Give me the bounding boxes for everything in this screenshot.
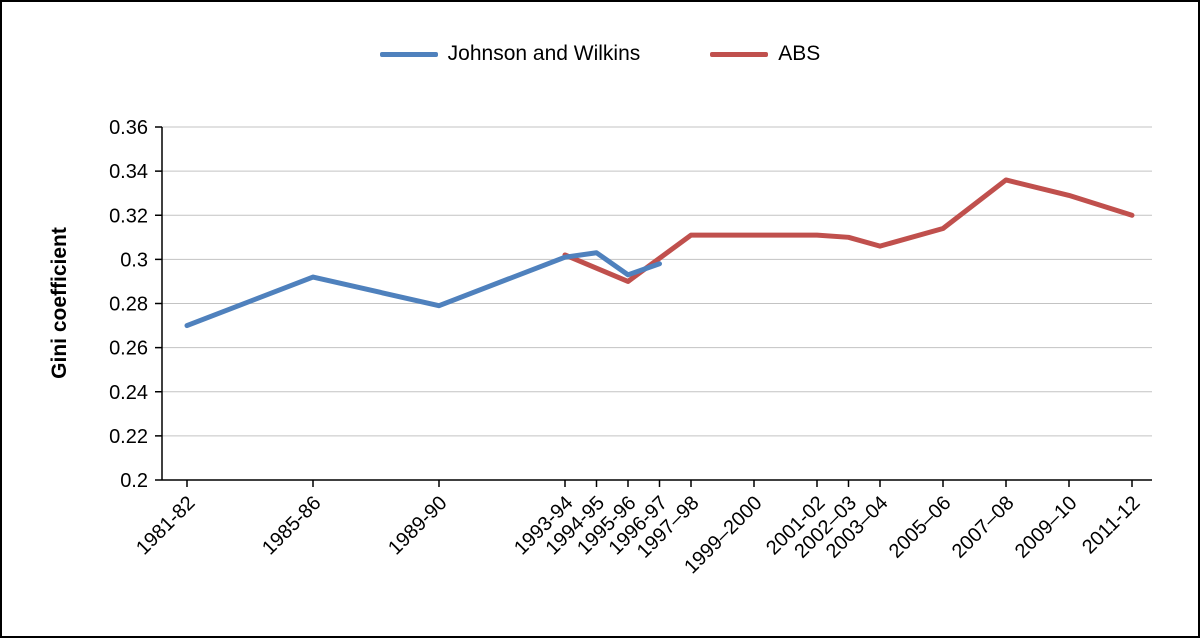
x-tick-label: 2007–08 — [948, 492, 1019, 563]
y-tick-label: 0.24 — [109, 382, 148, 404]
x-tick-label: 1985-86 — [258, 492, 325, 559]
legend-line-swatch-blue — [379, 51, 438, 57]
legend-label: ABS — [778, 42, 821, 65]
y-tick-label: 0.3 — [120, 249, 148, 271]
x-tick-label: 2009–10 — [1011, 492, 1082, 563]
legend-item-abs: ABS — [710, 42, 820, 66]
x-tick-label: 2011-12 — [1078, 492, 1144, 558]
y-tick-label: 0.32 — [109, 205, 148, 227]
x-tick-label: 2005–06 — [885, 492, 956, 563]
y-tick-label: 0.28 — [109, 294, 148, 316]
legend-line-swatch-red — [710, 51, 769, 57]
y-tick-label: 0.36 — [109, 117, 148, 139]
series-line-johnson-and-wilkins — [184, 250, 662, 329]
x-tick-label: 1989-90 — [384, 492, 451, 559]
y-tick-label: 0.34 — [109, 161, 148, 183]
legend-label: Johnson and Wilkins — [447, 42, 641, 65]
x-tick-label: 1981-82 — [132, 492, 199, 559]
y-tick-label: 0.2 — [120, 470, 148, 492]
y-tick-label: 0.22 — [109, 426, 148, 448]
y-axis-title: Gini coefficient — [48, 227, 71, 379]
legend-item-johnson-and-wilkins: Johnson and Wilkins — [379, 42, 641, 66]
chart-legend: Johnson and Wilkins ABS — [2, 42, 1198, 66]
y-tick-label: 0.26 — [109, 338, 148, 360]
series-line-abs — [562, 177, 1135, 284]
